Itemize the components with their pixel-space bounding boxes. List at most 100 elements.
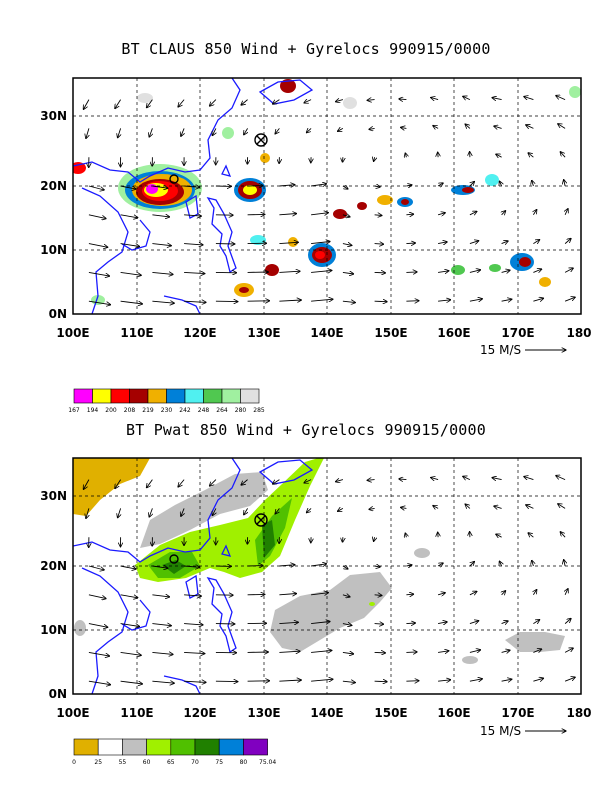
top-colorbar: 167 194 200 208 219 230 242 248 264 280 285 — [68, 388, 265, 414]
wind-arrow — [406, 652, 417, 653]
wind-arrow — [501, 241, 509, 244]
x-tick: 110E — [120, 706, 153, 720]
colorbar-label: 65 — [167, 759, 175, 766]
wind-arrow — [465, 504, 471, 508]
wind-arrow — [560, 532, 566, 538]
bottom-panel-title: BT Pwat 850 Wind + Gyrelocs 990915/0000 — [126, 421, 486, 439]
wind-arrow — [86, 128, 89, 138]
colorbar-label: 25 — [94, 759, 102, 766]
wind-arrow — [533, 678, 543, 681]
wind-arrow — [438, 651, 449, 653]
x-tick: 180 — [566, 326, 591, 340]
wind-arrow — [152, 595, 169, 597]
y-tick: 0N — [49, 687, 67, 701]
wind-arrow — [88, 271, 110, 276]
wind-arrow — [469, 591, 477, 594]
wind-arrow — [374, 157, 375, 161]
wind-arrow — [342, 652, 354, 654]
colorbar-label: 200 — [105, 407, 117, 414]
colorbar-label: 264 — [216, 407, 228, 414]
wind-arrow — [501, 650, 511, 652]
colorbar-swatch — [147, 388, 167, 404]
wind-arrow — [152, 681, 174, 683]
wind-arrow — [374, 244, 384, 245]
wind-arrow — [406, 272, 417, 273]
wind-arrow — [336, 480, 344, 482]
colorbar-swatch — [92, 388, 112, 404]
colorbar-swatch — [170, 738, 196, 756]
colorbar-swatch — [221, 388, 241, 404]
wind-arrow — [533, 240, 539, 244]
x-tick: 140E — [310, 326, 343, 340]
wind-arrow — [564, 648, 573, 653]
wind-arrow — [560, 152, 566, 158]
wind-arrow — [152, 301, 174, 303]
y-tick: 20N — [40, 559, 67, 573]
wind-arrow — [212, 508, 216, 515]
wind-arrow — [83, 99, 90, 110]
wind-arrow — [88, 243, 108, 248]
wind-arrow — [184, 272, 205, 273]
wind-arrow — [311, 299, 333, 301]
colorbar-label: 167 — [68, 407, 80, 414]
wind-arrow — [120, 243, 140, 247]
wind-arrow — [342, 215, 350, 217]
wind-arrow — [532, 180, 534, 187]
y-tick: 10N — [40, 243, 67, 257]
wind-arrow — [564, 560, 565, 567]
wind-arrow — [212, 128, 216, 135]
wind-arrow — [406, 623, 415, 624]
wind-arrow — [338, 128, 344, 131]
wind-arrow — [306, 508, 311, 512]
wind-arrow — [374, 624, 384, 625]
x-tick: 160E — [437, 706, 470, 720]
y-tick: 20N — [40, 179, 67, 193]
colorbar-label: 285 — [253, 407, 265, 414]
wind-arrow — [184, 244, 203, 245]
x-tick: 130E — [247, 326, 280, 340]
wind-arrow — [374, 681, 388, 682]
wind-arrow — [342, 272, 354, 274]
wind-arrow — [494, 126, 502, 128]
x-tick: 150E — [374, 326, 407, 340]
wind-arrow — [152, 215, 169, 217]
wind-arrow — [342, 595, 350, 597]
colorbar-swatch — [110, 388, 130, 404]
wind-arrow — [406, 214, 413, 215]
wind-arrow — [279, 680, 301, 681]
wind-arrow — [470, 182, 475, 187]
wind-arrow — [120, 565, 137, 569]
x-tick: 100E — [56, 326, 89, 340]
colorbar-label: 248 — [198, 407, 210, 414]
wind-arrow — [533, 210, 536, 216]
wind-arrow — [496, 154, 502, 157]
wind-arrow — [311, 679, 333, 681]
wind-arrow — [526, 125, 534, 129]
wind-arrow — [244, 508, 248, 514]
colorbar-label: 208 — [124, 407, 136, 414]
wind-arrow — [88, 185, 104, 190]
wind-arrow — [494, 506, 502, 508]
wind-arrow — [501, 679, 512, 681]
x-tick: 170E — [501, 326, 534, 340]
wind-arrow — [437, 593, 445, 595]
wind-arrow — [88, 651, 110, 656]
wind-arrow — [273, 479, 280, 485]
wind-arrow — [437, 183, 443, 186]
x-tick: 120E — [183, 326, 216, 340]
wind-arrow — [88, 565, 104, 570]
wind-arrow — [399, 479, 407, 480]
colorbar-label: 60 — [143, 759, 151, 766]
wind-arrow — [279, 242, 298, 243]
wind-arrow — [374, 215, 382, 216]
wind-arrow — [86, 508, 89, 518]
wind-arrow — [438, 300, 451, 301]
colorbar-swatch — [73, 388, 93, 404]
y-tick: 0N — [49, 307, 67, 321]
wind-arrow — [502, 591, 506, 595]
wind-arrow — [115, 99, 121, 109]
wind-arrow — [88, 300, 111, 305]
wind-arrow — [152, 244, 171, 246]
wind-arrow — [463, 96, 471, 99]
wind-arrow — [88, 594, 106, 599]
